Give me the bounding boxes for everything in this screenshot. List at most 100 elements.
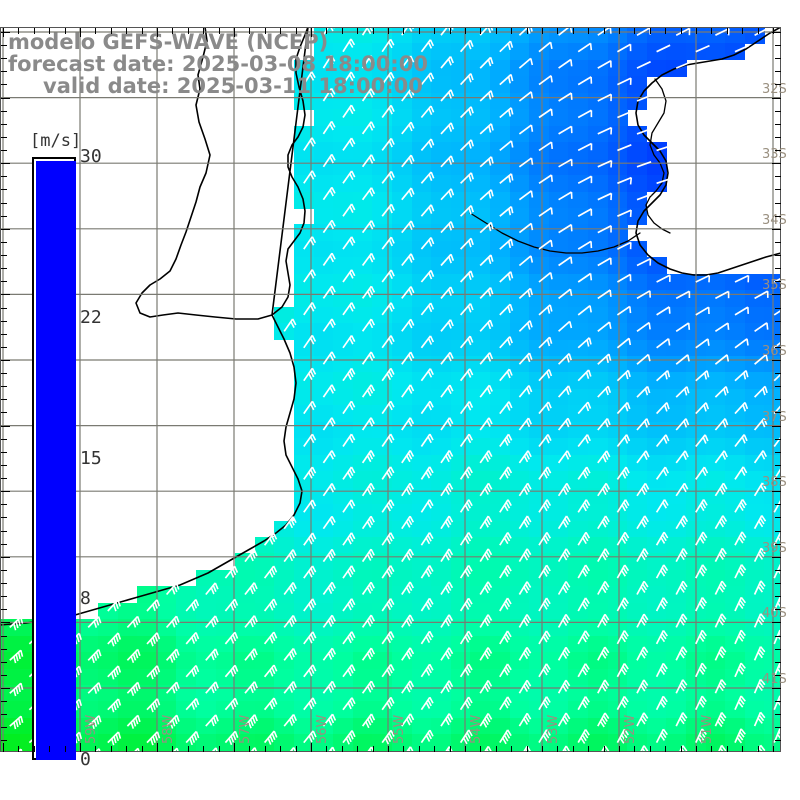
tick-right	[775, 216, 781, 217]
raster-cell	[705, 339, 726, 357]
tick-bottom	[95, 746, 96, 752]
raster-cell	[490, 471, 511, 489]
tick-right	[775, 308, 781, 309]
raster-cell	[313, 109, 334, 127]
colorbar-tick-15: 15	[80, 447, 102, 469]
tick-bottom	[450, 746, 451, 752]
raster-cell	[313, 504, 334, 522]
tick-left	[1, 544, 7, 545]
raster-cell	[588, 405, 609, 423]
raster-cell	[568, 487, 589, 505]
raster-cell	[411, 339, 432, 357]
raster-cell	[294, 454, 315, 472]
raster-cell	[470, 109, 491, 127]
raster-cell	[529, 257, 550, 275]
raster-cell	[705, 438, 726, 456]
raster-cell	[666, 471, 687, 489]
raster-cell	[392, 109, 413, 127]
raster-cell	[313, 273, 334, 291]
raster-cell	[705, 372, 726, 390]
tick-right	[775, 281, 781, 282]
raster-cell	[607, 454, 628, 472]
raster-cell	[431, 142, 452, 160]
tick-left	[1, 203, 7, 204]
raster-cell	[548, 175, 570, 193]
tick-left	[1, 583, 7, 584]
raster-cell	[627, 142, 648, 160]
raster-cell	[490, 339, 511, 357]
raster-cell	[352, 240, 374, 258]
raster-cell	[392, 323, 413, 341]
raster-cell	[705, 405, 726, 423]
raster-cell	[588, 471, 609, 489]
tick-top	[311, 28, 312, 37]
raster-cell	[411, 109, 432, 127]
raster-cell	[313, 76, 334, 94]
raster-cell	[509, 43, 530, 61]
tick-left	[1, 714, 7, 715]
raster-cell	[725, 388, 746, 406]
raster-cell	[333, 388, 354, 406]
raster-cell	[411, 257, 432, 275]
raster-cell	[333, 273, 354, 291]
raster-cell	[352, 191, 374, 209]
raster-cell	[352, 372, 374, 390]
raster-cell	[509, 273, 530, 291]
tick-top	[18, 28, 19, 34]
raster-cell	[411, 438, 432, 456]
raster-cell	[509, 388, 530, 406]
raster-cell	[333, 191, 354, 209]
tick-top	[742, 28, 743, 34]
tick-left	[1, 71, 7, 72]
raster-cell	[431, 240, 452, 258]
tick-bottom	[650, 746, 651, 752]
tick-right	[775, 412, 781, 413]
raster-cell	[294, 487, 315, 505]
tick-left	[1, 229, 10, 230]
tick-left	[1, 84, 7, 85]
raster-cell	[548, 76, 570, 94]
longitude-label-55W: 55W	[392, 714, 407, 744]
raster-cell	[431, 76, 452, 94]
raster-cell	[725, 471, 746, 489]
tick-bottom	[527, 746, 528, 752]
raster-cell	[352, 43, 374, 61]
tick-right	[772, 98, 781, 99]
raster-cell	[333, 240, 354, 258]
raster-cell	[450, 471, 472, 489]
tick-left	[1, 163, 10, 164]
raster-cell	[470, 454, 491, 472]
tick-bottom	[126, 746, 127, 752]
raster-cell	[529, 125, 550, 143]
tick-top	[681, 28, 682, 34]
raster-cell	[431, 438, 452, 456]
raster-cell	[627, 487, 648, 505]
tick-bottom	[111, 746, 112, 752]
raster-cell	[392, 125, 413, 143]
tick-bottom	[234, 743, 235, 752]
tick-right	[775, 373, 781, 374]
raster-cell	[450, 273, 472, 291]
raster-cell	[568, 323, 589, 341]
longitude-label-52W: 52W	[623, 714, 638, 744]
raster-cell	[392, 27, 413, 45]
raster-cell	[333, 175, 354, 193]
raster-cell	[627, 405, 648, 423]
raster-cell	[588, 175, 609, 193]
raster-cell	[333, 504, 354, 522]
tick-bottom	[357, 746, 358, 752]
raster-cell	[490, 257, 511, 275]
raster-cell	[509, 339, 530, 357]
raster-cell	[431, 273, 452, 291]
raster-cell	[450, 487, 472, 505]
raster-cell	[705, 487, 726, 505]
raster-cell	[352, 471, 374, 489]
raster-cell	[646, 487, 668, 505]
raster-cell	[529, 438, 550, 456]
raster-cell	[627, 240, 648, 258]
tick-top	[280, 28, 281, 34]
raster-cell	[646, 27, 668, 45]
tick-top	[203, 28, 204, 34]
raster-cell	[490, 125, 511, 143]
tick-bottom	[419, 746, 420, 752]
